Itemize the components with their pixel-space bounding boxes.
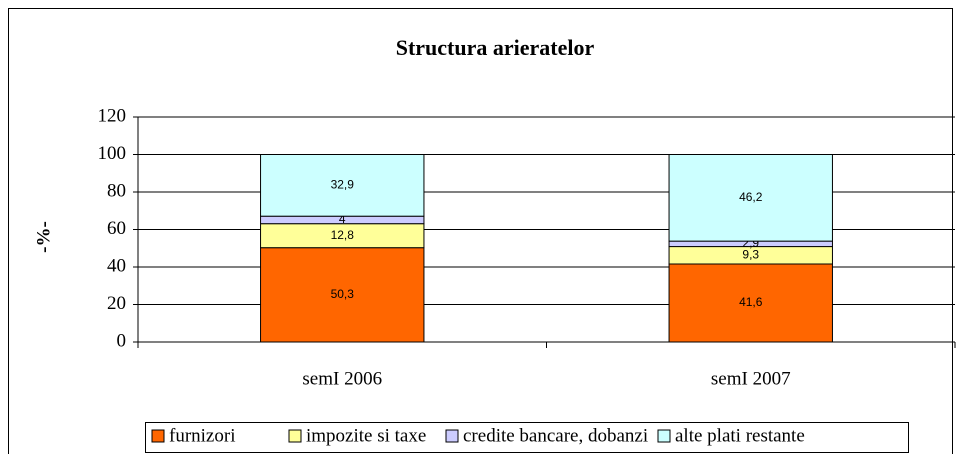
y-tick-label: 40 [107,255,126,276]
data-label: 41,6 [739,295,763,309]
y-tick-label: 60 [107,218,126,239]
x-tick-label: semI 2006 [302,368,382,389]
legend-label: impozite si taxe [306,425,426,446]
bar-segment [260,223,425,249]
legend-label: credite bancare, dobanzi [463,425,648,446]
legend-swatch [445,429,459,443]
y-tick-label: 80 [107,180,126,201]
legend-label: alte plati restante [675,425,805,446]
legend-box [145,422,909,453]
data-label: 32,9 [331,178,355,192]
bar-segment [668,263,833,343]
y-tick-label: 0 [117,330,127,351]
y-tick-label: 20 [107,293,126,314]
legend-label: furnizori [169,425,235,446]
legend-swatch [657,429,671,443]
legend-swatch [151,429,165,443]
y-tick-label: 100 [98,143,127,164]
data-label: 9,3 [742,247,759,261]
y-axis-label: -%- [33,221,54,253]
data-label: 4 [339,212,346,226]
data-label: 50,3 [331,287,355,301]
y-tick-label: 120 [98,105,127,126]
x-tick-label: semI 2007 [711,368,791,389]
chart-title: Structura arieratelor [396,35,595,60]
bar-segment [668,154,833,242]
data-label: 12,8 [331,228,355,242]
legend-swatch [288,429,302,443]
bar-segment [260,154,425,217]
data-label: 46,2 [739,190,763,204]
